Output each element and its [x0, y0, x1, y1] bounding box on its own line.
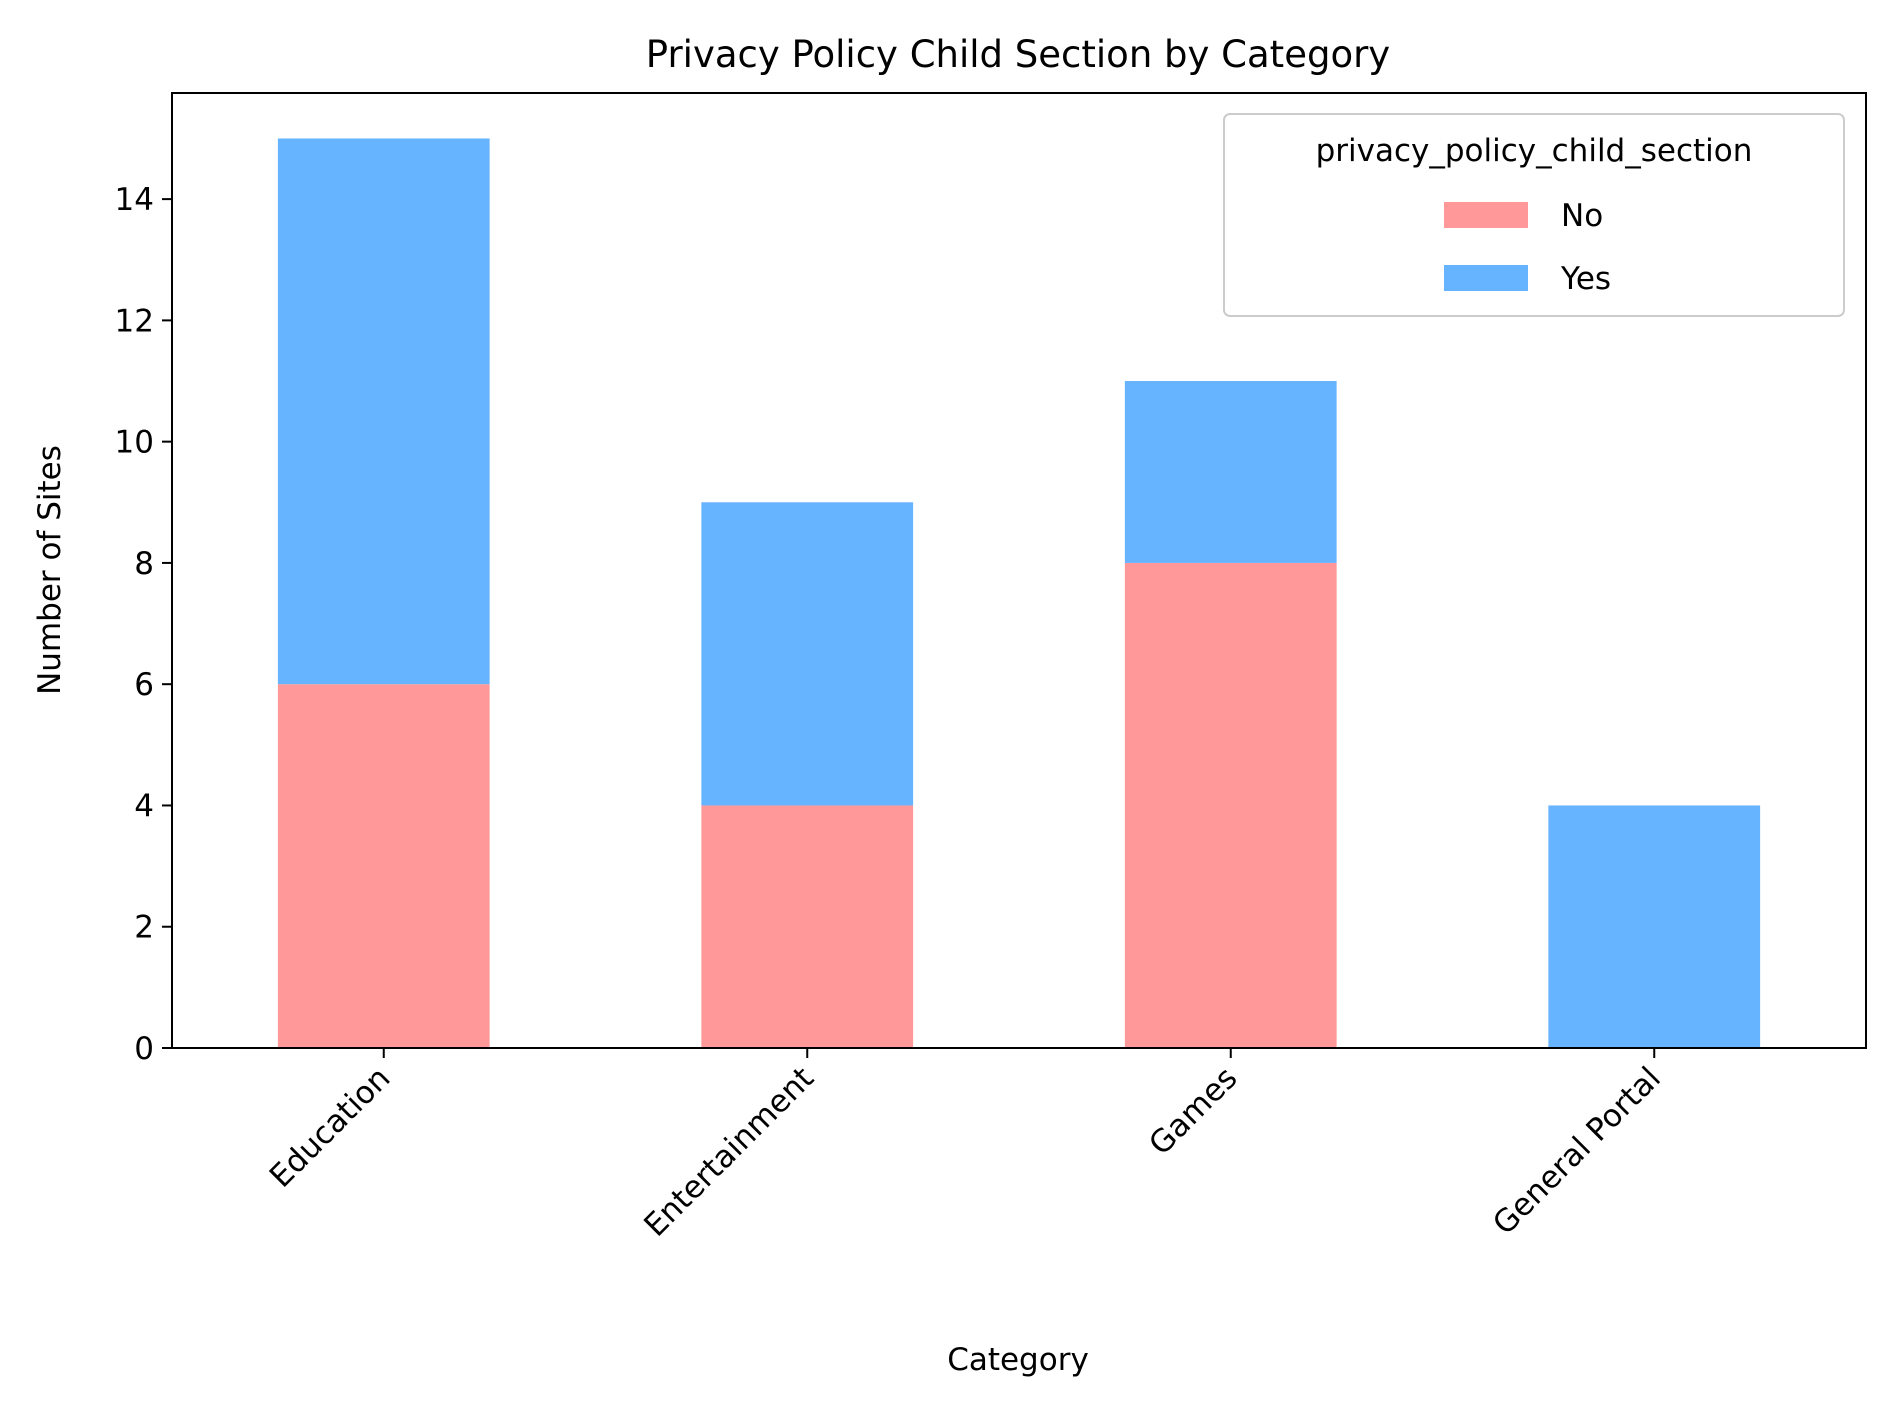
- chart-title: Privacy Policy Child Section by Category: [646, 33, 1390, 76]
- legend-frame: [1223, 113, 1845, 317]
- y-tick-label: 2: [134, 910, 154, 946]
- legend-title: privacy_policy_child_section: [1316, 133, 1753, 169]
- bar-yes-games: [1124, 381, 1337, 563]
- y-tick-label: 6: [134, 667, 154, 703]
- y-tick-label: 12: [115, 303, 154, 339]
- legend: privacy_policy_child_section No Yes: [1223, 113, 1845, 317]
- legend-label-no: No: [1561, 198, 1603, 234]
- y-tick-label: 10: [115, 425, 154, 461]
- x-axis-label: Category: [947, 1342, 1089, 1378]
- bar-no-entertainment: [701, 805, 914, 1048]
- y-tick-label: 0: [134, 1031, 154, 1067]
- legend-swatch-yes: [1444, 265, 1528, 291]
- y-axis-label: Number of Sites: [32, 445, 68, 695]
- bar-no-games: [1124, 562, 1337, 1048]
- bar-group: [277, 138, 1761, 1048]
- legend-swatch-no: [1444, 202, 1528, 228]
- y-tick-label: 14: [115, 182, 154, 218]
- y-tick-label: 4: [134, 788, 154, 824]
- bar-no-education: [277, 684, 490, 1048]
- legend-label-yes: Yes: [1560, 261, 1611, 297]
- y-axis: 0 2 4 6 8 10 12 14: [115, 182, 172, 1067]
- bar-yes-entertainment: [701, 502, 914, 806]
- y-tick-label: 8: [134, 546, 154, 582]
- bar-yes-education: [277, 138, 490, 685]
- bar-yes-general-portal: [1548, 805, 1761, 1048]
- plot-frame: [171, 92, 1867, 1049]
- legend-entries: No Yes: [1444, 198, 1611, 297]
